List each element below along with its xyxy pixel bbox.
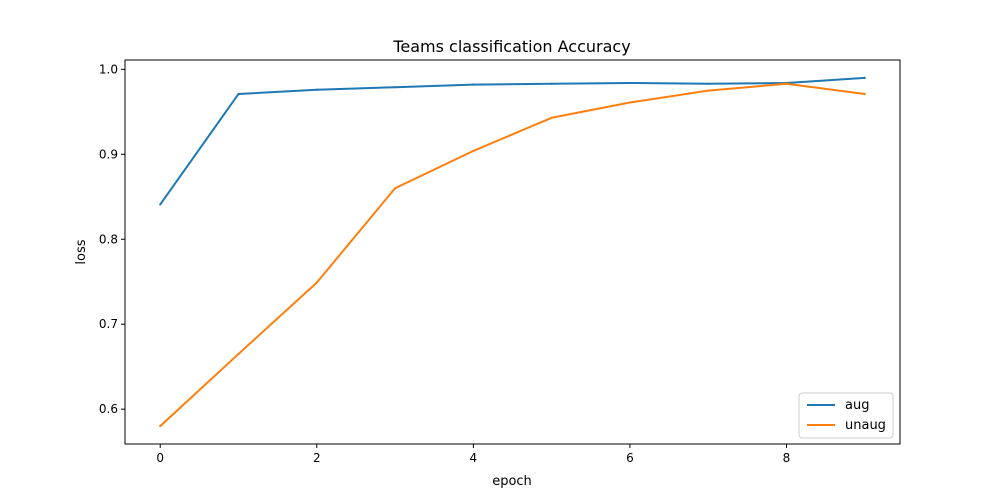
legend: aug unaug xyxy=(798,392,894,439)
legend-label-unaug: unaug xyxy=(845,418,886,433)
x-tick-label: 4 xyxy=(470,451,478,465)
data-point-unaug xyxy=(315,281,318,284)
series-line-unaug xyxy=(159,82,865,427)
data-point-unaug xyxy=(707,89,710,92)
legend-label-aug: aug xyxy=(845,398,869,413)
x-tick-label: 0 xyxy=(156,451,164,465)
x-tick-label: 8 xyxy=(783,451,791,465)
y-axis-label: loss xyxy=(74,239,89,264)
data-point-unaug xyxy=(237,352,240,356)
y-tick-label: 0.8 xyxy=(99,232,118,246)
y-tick-label: 0.9 xyxy=(99,147,118,161)
data-point-unaug xyxy=(628,101,632,104)
y-tick-label: 1.0 xyxy=(99,62,118,76)
data-point-unaug xyxy=(393,187,397,190)
data-point-unaug xyxy=(863,92,866,96)
y-axis: 0.6 0.7 0.8 0.9 1.0 xyxy=(99,62,125,416)
data-point-aug xyxy=(159,203,162,206)
y-tick-label: 0.6 xyxy=(99,402,118,416)
x-axis-label: epoch xyxy=(492,474,532,489)
chart-title: Teams classification Accuracy xyxy=(392,37,630,56)
y-tick-label: 0.7 xyxy=(99,317,118,331)
data-point-unaug xyxy=(550,116,553,119)
series-layer xyxy=(159,76,866,428)
data-point-aug xyxy=(315,88,318,91)
x-tick-label: 6 xyxy=(626,451,634,465)
data-point-aug xyxy=(237,92,240,96)
data-point-aug xyxy=(393,86,397,89)
plot-frame xyxy=(124,59,901,445)
data-point-aug xyxy=(472,83,475,86)
data-point-aug xyxy=(550,82,553,85)
plot-area xyxy=(124,59,901,445)
data-point-aug xyxy=(707,82,710,85)
data-point-aug xyxy=(863,76,866,79)
data-point-aug xyxy=(628,81,632,85)
x-tick-label: 2 xyxy=(313,451,321,465)
data-point-unaug xyxy=(785,82,788,85)
data-point-unaug xyxy=(472,149,475,152)
series-line-aug xyxy=(159,76,865,205)
x-axis: 0 2 4 6 8 xyxy=(156,444,790,465)
data-point-unaug xyxy=(159,425,162,428)
